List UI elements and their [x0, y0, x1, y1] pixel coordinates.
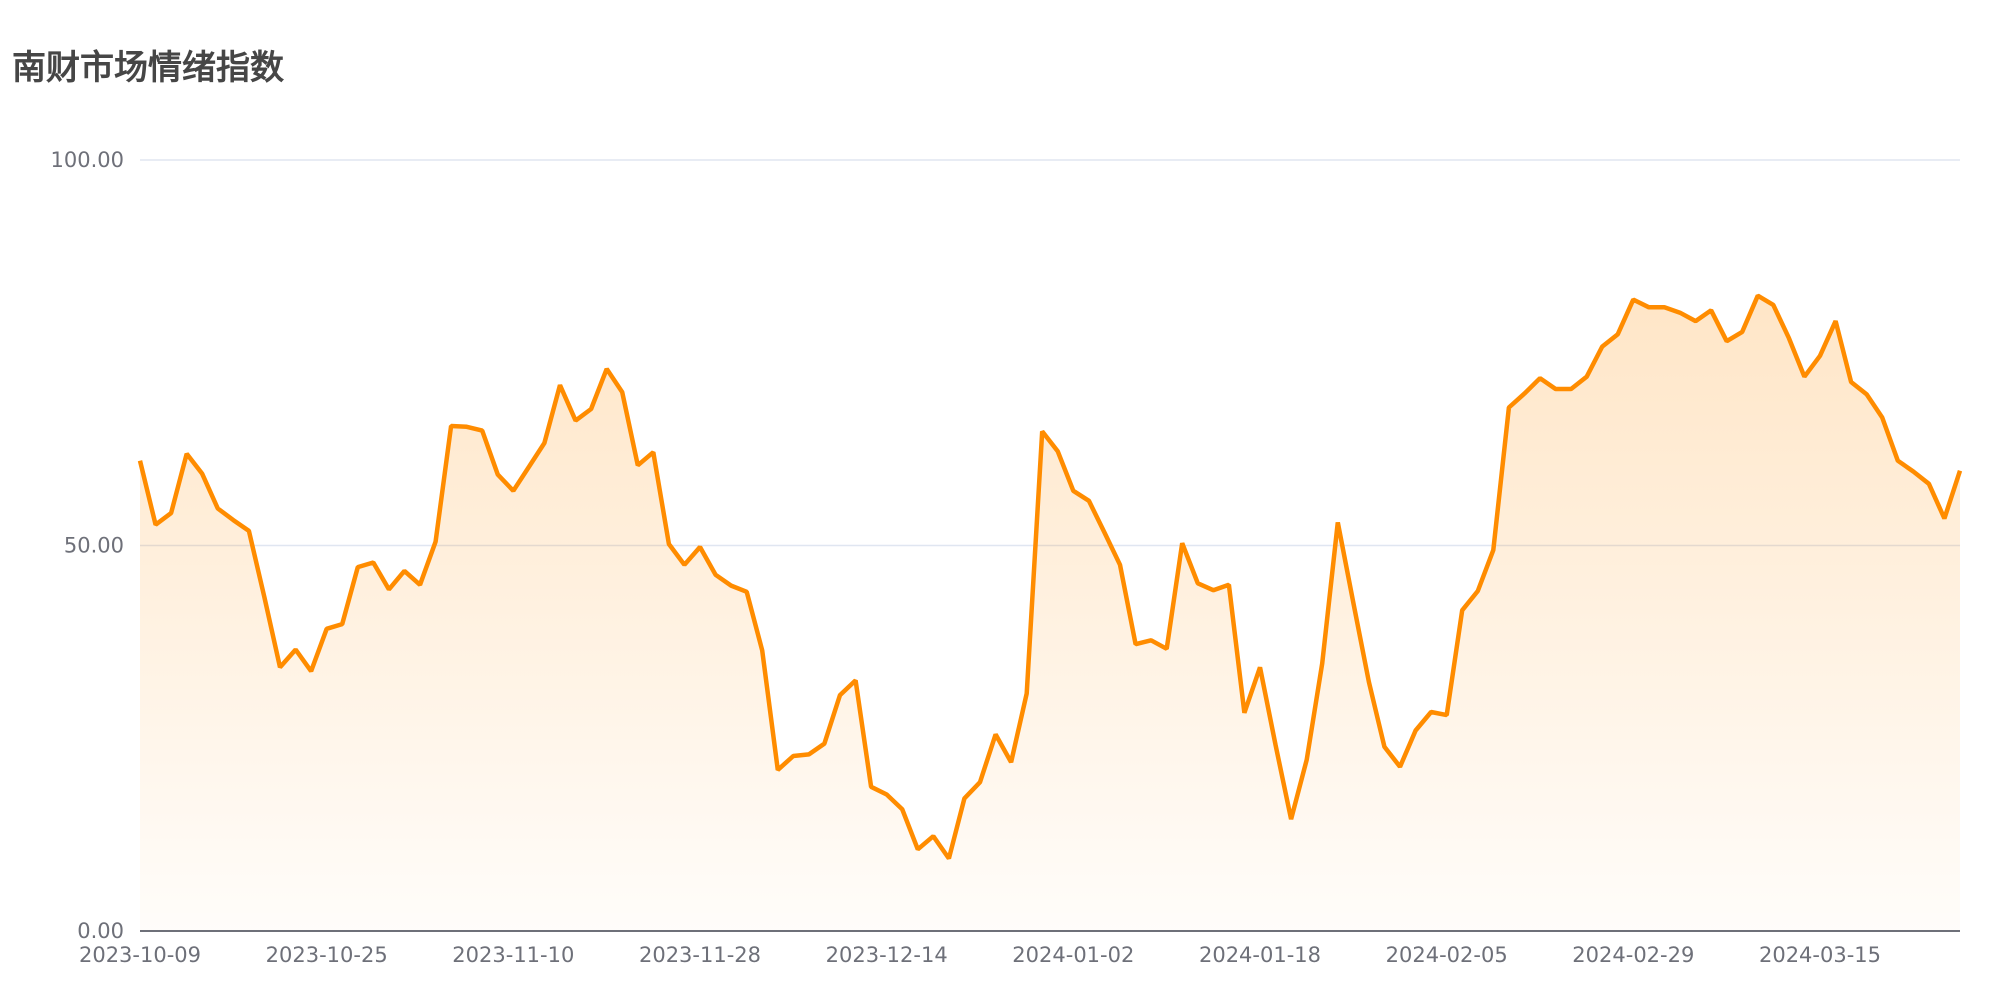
x-tick-label: 2024-02-29 [1572, 943, 1694, 967]
x-tick-label: 2024-02-05 [1386, 943, 1508, 967]
x-tick-label: 2023-10-25 [266, 943, 388, 967]
series-line-path [137, 293, 1963, 860]
x-tick-label: 2023-10-09 [79, 943, 201, 967]
chart-title: 南财市场情绪指数 [12, 48, 284, 88]
x-tick-label: 2023-12-14 [826, 943, 948, 967]
x-tick-label: 2024-01-18 [1199, 943, 1321, 967]
x-tick-label: 2024-03-15 [1759, 943, 1881, 967]
x-axis-labels: 2023-10-09 2023-10-25 2023-11-10 2023-11-28… [79, 943, 1881, 967]
x-tick-label: 2024-01-02 [1012, 943, 1134, 967]
y-tick-label: 50.00 [64, 534, 124, 558]
series-line [137, 293, 1963, 860]
y-tick-label: 100.00 [51, 148, 124, 172]
y-tick-label: 0.00 [77, 919, 124, 943]
x-tick-label: 2023-11-28 [639, 943, 761, 967]
y-axis-labels: 0.00 50.00 100.00 [51, 148, 124, 943]
x-tick-label: 2023-11-10 [452, 943, 574, 967]
area-fill [140, 295, 1960, 931]
area-fill-shape [140, 295, 1960, 931]
